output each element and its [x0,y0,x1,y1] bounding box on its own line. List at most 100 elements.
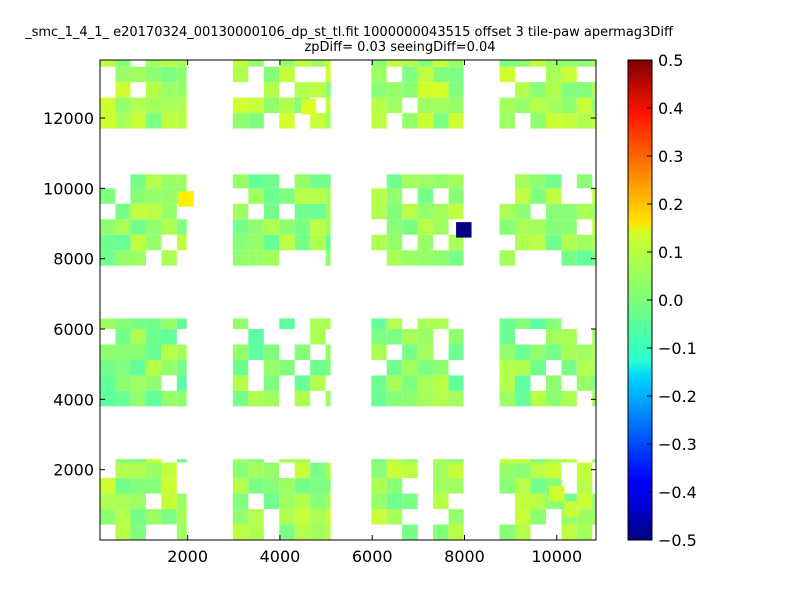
heatmap-cell [145,234,162,251]
heatmap-cell [417,359,434,376]
heatmap-cell [402,462,418,479]
heatmap-cell [592,359,596,376]
heatmap-cell [145,375,162,391]
heatmap-cell [371,66,387,83]
heatmap-cell [263,344,280,360]
heatmap-cell [325,66,331,83]
heatmap-outlier-cell [178,191,194,207]
heatmap-cell [130,97,146,114]
heatmap-cell [232,344,249,360]
heatmap-cell [499,375,516,391]
heatmap-cell [402,66,418,83]
heatmap-cell [115,462,131,479]
heatmap-cell [545,219,562,235]
heatmap-cell [130,390,146,407]
heatmap-cell [161,359,177,376]
heatmap-cell [448,97,464,114]
heatmap-cell [448,524,464,540]
colorbar-tick-label: −0.5 [658,531,697,550]
heatmap-cell [371,509,387,525]
heatmap-cell [515,219,531,235]
heatmap-cell [530,174,546,189]
heatmap-cell [417,60,434,67]
heatmap-cell [161,478,177,494]
heatmap-cell [592,188,596,204]
y-tick-label: 12000 [43,109,94,128]
heatmap-cell [145,188,162,204]
x-tick-label: 6000 [352,547,393,566]
heatmap-cell [499,390,516,407]
heatmap-cell [515,60,531,67]
heatmap-cell [115,493,131,510]
heatmap-cell [561,97,577,114]
heatmap-outlier-cell [456,222,472,238]
heatmap-cell [115,375,131,391]
heatmap-cell [232,250,249,266]
heatmap-cell [145,60,162,67]
heatmap-cell [592,329,596,345]
heatmap-cell [248,60,264,67]
heatmap-cell [115,318,131,330]
heatmap-cell [433,375,449,391]
heatmap-cell [386,509,403,525]
heatmap-cell [294,478,311,494]
heatmap-cell [310,524,326,540]
heatmap-cell [100,375,116,391]
heatmap-cell [100,188,116,204]
heatmap-cell [371,97,387,114]
heatmap-cell [176,459,187,463]
heatmap-cell [145,329,162,345]
heatmap-cell [232,318,249,330]
heatmap-cell [592,509,596,525]
heatmap-cell [161,462,177,479]
heatmap-cell [402,390,418,407]
heatmap-cell [145,344,162,360]
heatmap-cell [248,390,264,407]
heatmap-cell [448,234,464,251]
heatmap-cell [294,390,311,407]
heatmap-cell [130,359,146,376]
heatmap-cell [592,250,596,266]
heatmap-cell [161,174,177,189]
heatmap-cell [433,203,449,220]
heatmap-cell [100,60,116,67]
heatmap-cell [545,459,562,463]
heatmap-cell [448,462,464,479]
heatmap-cell [248,462,264,479]
heatmap-cell [545,174,562,189]
heatmap-cell [433,174,449,189]
heatmap-cell [310,203,326,220]
heatmap-cell [499,459,516,463]
heatmap-cell [530,113,546,129]
heatmap-cell [545,234,562,251]
heatmap-cell [294,524,311,540]
heatmap-cell [561,66,577,83]
chart-title-line1: _smc_1_4_1_ e20170324_00130000106_dp_st_… [25,25,673,40]
heatmap-cell [561,234,577,251]
heatmap-cell [310,462,326,479]
heatmap-cell [145,318,162,330]
heatmap-cell [232,113,249,129]
heatmap-cell [145,359,162,376]
heatmap-cell [515,493,531,510]
heatmap-cell [545,462,562,479]
heatmap-cell [161,82,177,98]
colorbar-ticks: 0.5 0.4 0.3 0.2 0.1 0.0 −0.1 −0.2 −0.3 −0.4 −0.5 [647,51,697,550]
heatmap-cell [232,478,249,494]
heatmap-cell [310,509,326,525]
heatmap-cell [100,97,116,114]
heatmap-cell [115,219,131,235]
heatmap-cell [100,359,116,376]
heatmap-cell [130,462,146,479]
heatmap-cell [176,344,187,360]
heatmap-cell [371,329,387,345]
heatmap-cell [279,493,295,510]
heatmap-cell [530,219,546,235]
heatmap-cell [433,459,449,463]
heatmap-cell [263,203,280,220]
heatmap-cell [161,97,177,114]
heatmap-cell [402,344,418,360]
heatmap-cell [325,97,331,114]
heatmap-cell [386,478,403,494]
heatmap-cell [248,188,264,204]
